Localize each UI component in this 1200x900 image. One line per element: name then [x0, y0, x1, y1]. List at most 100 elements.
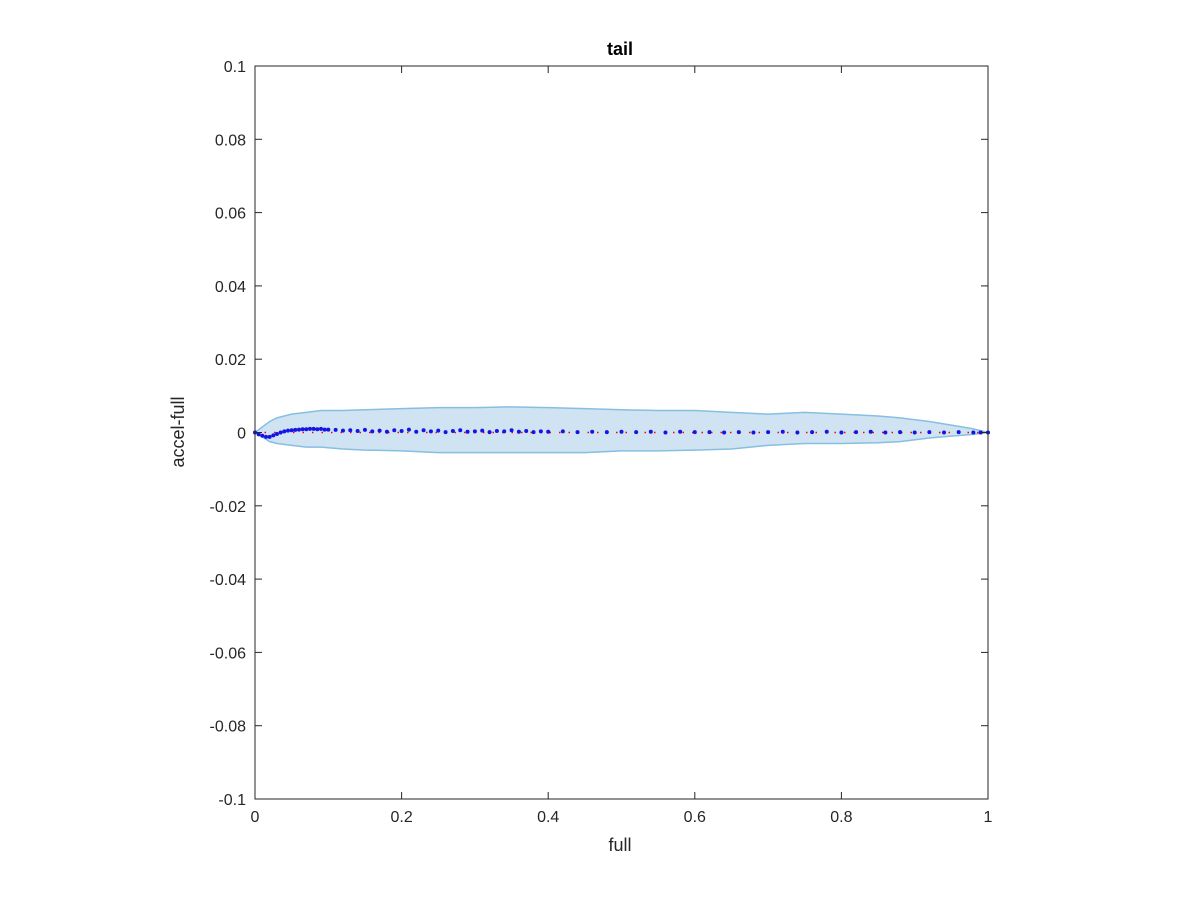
y-tick-label: 0.06 — [215, 206, 246, 223]
data-point — [355, 429, 360, 434]
data-point — [619, 429, 624, 434]
data-point — [810, 430, 815, 435]
data-point — [370, 429, 375, 434]
y-tick-label: 0.02 — [215, 352, 246, 369]
data-point — [304, 427, 309, 432]
data-point — [260, 433, 265, 438]
data-point — [289, 428, 294, 433]
data-point — [274, 431, 279, 436]
data-point — [590, 429, 595, 434]
x-tick-label: 0 — [251, 809, 260, 826]
data-point — [271, 433, 276, 438]
data-point — [300, 427, 305, 432]
data-point — [384, 429, 389, 434]
data-point — [340, 428, 345, 433]
data-point — [256, 432, 261, 437]
data-point — [428, 429, 433, 434]
data-point — [663, 430, 668, 435]
y-tick-label: 0.04 — [215, 279, 246, 296]
x-tick-label: 1 — [984, 809, 993, 826]
data-point — [956, 430, 961, 435]
data-point — [311, 426, 316, 431]
data-point — [421, 428, 426, 433]
data-point — [436, 428, 441, 433]
y-tick-label: 0.1 — [224, 59, 246, 76]
data-point — [472, 429, 477, 434]
x-tick-label: 0.2 — [390, 809, 412, 826]
y-tick-label: -0.04 — [210, 572, 247, 589]
data-point — [678, 429, 683, 434]
data-point — [751, 430, 756, 435]
data-point — [509, 428, 514, 433]
data-point — [575, 430, 580, 435]
data-point — [399, 429, 404, 434]
y-tick-label: 0 — [237, 426, 246, 443]
data-point — [318, 426, 323, 431]
data-point — [692, 430, 697, 435]
y-tick-label: 0.08 — [215, 132, 246, 149]
data-point — [322, 427, 327, 432]
data-point — [883, 430, 888, 435]
data-point — [362, 427, 367, 432]
data-point — [502, 429, 507, 434]
data-point — [912, 430, 917, 435]
data-point — [978, 430, 983, 435]
data-point — [971, 430, 976, 435]
data-point — [648, 429, 653, 434]
data-point — [927, 430, 932, 435]
data-point — [392, 428, 397, 433]
data-point — [267, 434, 272, 439]
data-point — [839, 430, 844, 435]
data-point — [414, 429, 419, 434]
x-tick-label: 0.8 — [830, 809, 852, 826]
data-point — [604, 430, 609, 435]
data-point — [315, 427, 320, 432]
data-point — [296, 427, 301, 432]
data-point — [736, 430, 741, 435]
data-point — [524, 429, 529, 434]
data-point — [487, 430, 492, 435]
data-point — [942, 430, 947, 435]
data-point — [377, 428, 382, 433]
data-point — [560, 429, 565, 434]
data-point — [278, 430, 283, 435]
data-point — [634, 430, 639, 435]
y-tick-label: -0.08 — [210, 719, 247, 736]
data-point — [307, 426, 312, 431]
data-point — [406, 427, 411, 432]
data-point — [722, 430, 727, 435]
y-axis-ticks: -0.1 -0.08 -0.06 -0.04 -0.02 0 0.02 0.04 0.06 0.0… — [210, 59, 988, 809]
y-axis-label: accel-full — [168, 396, 188, 467]
x-tick-label: 0.6 — [684, 809, 706, 826]
y-tick-label: -0.06 — [210, 645, 247, 662]
data-point — [898, 430, 903, 435]
data-point — [263, 434, 268, 439]
y-tick-label: -0.02 — [210, 499, 247, 516]
data-point — [546, 429, 551, 434]
data-point — [458, 428, 463, 433]
x-tick-label: 0.4 — [537, 809, 559, 826]
data-point — [282, 429, 287, 434]
data-point — [348, 428, 353, 433]
data-point — [868, 429, 873, 434]
data-point — [707, 430, 712, 435]
x-axis-label: full — [608, 835, 631, 855]
chart-title: tail — [607, 39, 633, 59]
data-point — [494, 429, 499, 434]
data-point — [443, 430, 448, 435]
y-tick-label: -0.1 — [218, 792, 246, 809]
data-point — [795, 430, 800, 435]
x-axis-ticks: 0 0.2 0.4 0.6 0.8 1 — [251, 66, 993, 826]
data-point — [480, 428, 485, 433]
data-point — [531, 430, 536, 435]
data-point — [766, 430, 771, 435]
axes: 0 0.2 0.4 0.6 0.8 1 -0.1-0.08-0.06-0.04-0.020… — [210, 59, 993, 826]
data-point — [780, 429, 785, 434]
data-point — [465, 429, 470, 434]
data-point — [824, 429, 829, 434]
data-point — [326, 427, 331, 432]
data-point — [538, 429, 543, 434]
data-point — [333, 427, 338, 432]
data-point — [450, 429, 455, 434]
